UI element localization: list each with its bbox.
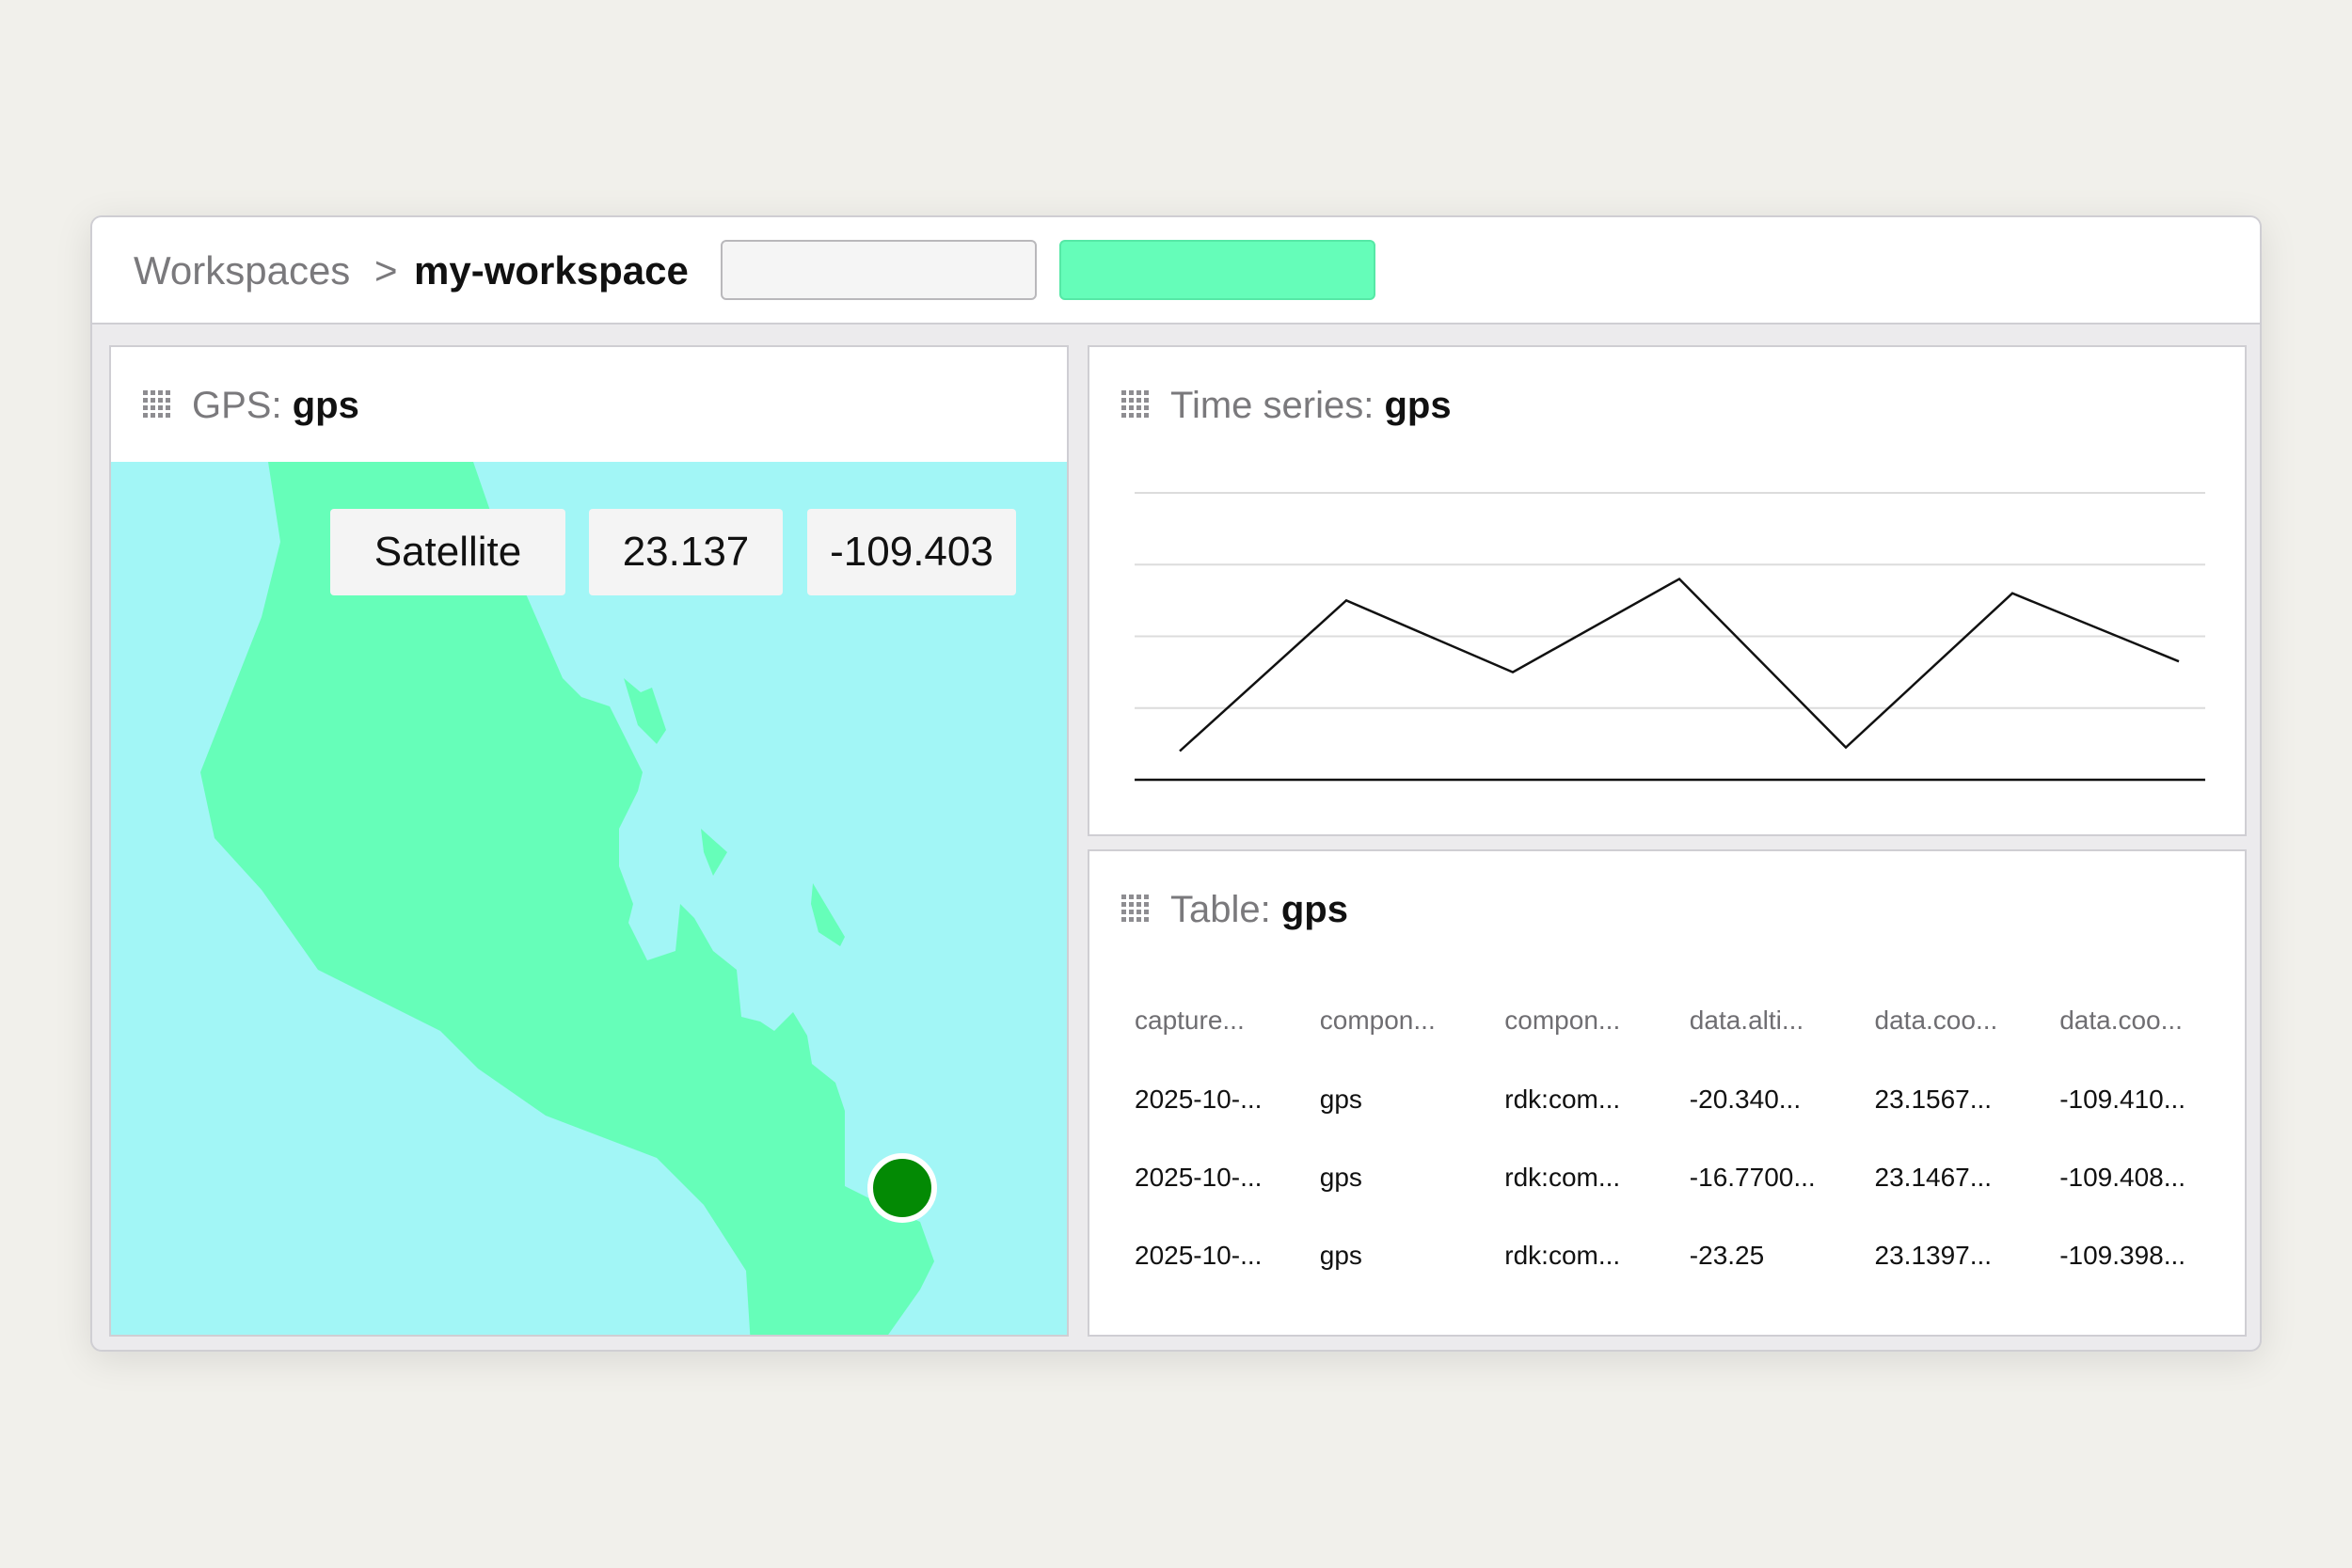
panel-resource-name: gps xyxy=(1384,385,1452,426)
table-cell: rdk:com... xyxy=(1504,1084,1621,1114)
table-cell: gps xyxy=(1319,1084,1362,1114)
drag-handle-icon[interactable] xyxy=(1121,895,1150,927)
table-cell: -20.340... xyxy=(1689,1084,1802,1114)
top-bar: Workspaces > my-workspace xyxy=(92,217,2260,325)
timeseries-panel: Time series: gps xyxy=(1088,345,2247,836)
panel-type-label: GPS: xyxy=(192,385,282,426)
table-cell: -109.408... xyxy=(2059,1162,2186,1192)
column-header[interactable]: data.coo... xyxy=(1874,1006,1998,1035)
panel-resource-name: gps xyxy=(1280,889,1348,930)
table-cell: -109.398... xyxy=(2059,1240,2186,1270)
panel-type-label: Time series: xyxy=(1170,385,1375,426)
table-cell: 23.1397... xyxy=(1874,1240,1993,1270)
drag-handle-icon[interactable] xyxy=(1121,390,1150,422)
breadcrumb-workspaces-link[interactable]: Workspaces xyxy=(134,248,351,293)
table-cell: 2025-10-... xyxy=(1135,1240,1263,1270)
table-cell: 2025-10-... xyxy=(1135,1084,1263,1114)
map-view[interactable]: Satellite 23.137 -109.403 xyxy=(111,462,1069,1337)
timeseries-panel-header: Time series: gps xyxy=(1089,347,2245,462)
table-cell: 23.1467... xyxy=(1874,1162,1993,1192)
toolbar-action-button[interactable] xyxy=(1059,240,1375,300)
timeseries-panel-title: Time series: gps xyxy=(1170,381,1452,430)
table-cell: rdk:com... xyxy=(1504,1240,1621,1270)
column-header[interactable]: capture... xyxy=(1135,1006,1245,1035)
table-cell: gps xyxy=(1319,1240,1362,1270)
island xyxy=(624,678,666,744)
data-table: capture... compon... compon... data.alti… xyxy=(1135,981,2245,1294)
location-marker[interactable] xyxy=(867,1153,937,1223)
gps-panel-header: GPS: gps xyxy=(111,347,1067,462)
timeseries-chart xyxy=(1135,492,2205,782)
toolbar-input[interactable] xyxy=(721,240,1037,300)
column-header[interactable]: compon... xyxy=(1504,1006,1621,1035)
map-layer-toggle[interactable]: Satellite xyxy=(330,509,565,595)
breadcrumb-current-workspace: my-workspace xyxy=(414,248,689,293)
app-window: Workspaces > my-workspace GPS: gps xyxy=(90,215,2262,1352)
island xyxy=(701,829,727,876)
island xyxy=(811,883,845,946)
panel-type-label: Table: xyxy=(1170,889,1271,930)
table-panel-title: Table: gps xyxy=(1170,885,1348,934)
table-cell: -16.7700... xyxy=(1689,1162,1816,1192)
table-cell: -23.25 xyxy=(1689,1240,1765,1270)
column-header[interactable]: data.coo... xyxy=(2059,1006,2183,1035)
gps-panel: GPS: gps Satellite 23.137 -109.403 xyxy=(109,345,1069,1337)
table-header-row: capture... compon... compon... data.alti… xyxy=(1135,981,2245,1060)
drag-handle-icon[interactable] xyxy=(143,390,171,422)
table-cell: 23.1567... xyxy=(1874,1084,1993,1114)
table-cell: gps xyxy=(1319,1162,1362,1192)
breadcrumb-separator: > xyxy=(374,248,398,293)
table-row[interactable]: 2025-10-... gps rdk:com... -20.340... 23… xyxy=(1135,1060,2245,1138)
chart-series-line xyxy=(1179,577,2180,752)
column-header[interactable]: compon... xyxy=(1319,1006,1436,1035)
gps-panel-title: GPS: gps xyxy=(192,381,359,430)
table-row[interactable]: 2025-10-... gps rdk:com... -16.7700... 2… xyxy=(1135,1138,2245,1216)
table-panel: Table: gps capture... compon... compon..… xyxy=(1088,849,2247,1337)
table-cell: -109.410... xyxy=(2059,1084,2186,1114)
table-panel-header: Table: gps xyxy=(1089,851,2245,966)
peninsula-land xyxy=(200,462,934,1335)
table-row[interactable]: 2025-10-... gps rdk:com... -23.25 23.139… xyxy=(1135,1216,2245,1294)
latitude-readout: 23.137 xyxy=(589,509,783,595)
table-cell: rdk:com... xyxy=(1504,1162,1621,1192)
longitude-readout: -109.403 xyxy=(807,509,1016,595)
panel-resource-name: gps xyxy=(292,385,359,426)
map-canvas[interactable] xyxy=(111,462,1069,1337)
column-header[interactable]: data.alti... xyxy=(1689,1006,1804,1035)
table-cell: 2025-10-... xyxy=(1135,1162,1263,1192)
